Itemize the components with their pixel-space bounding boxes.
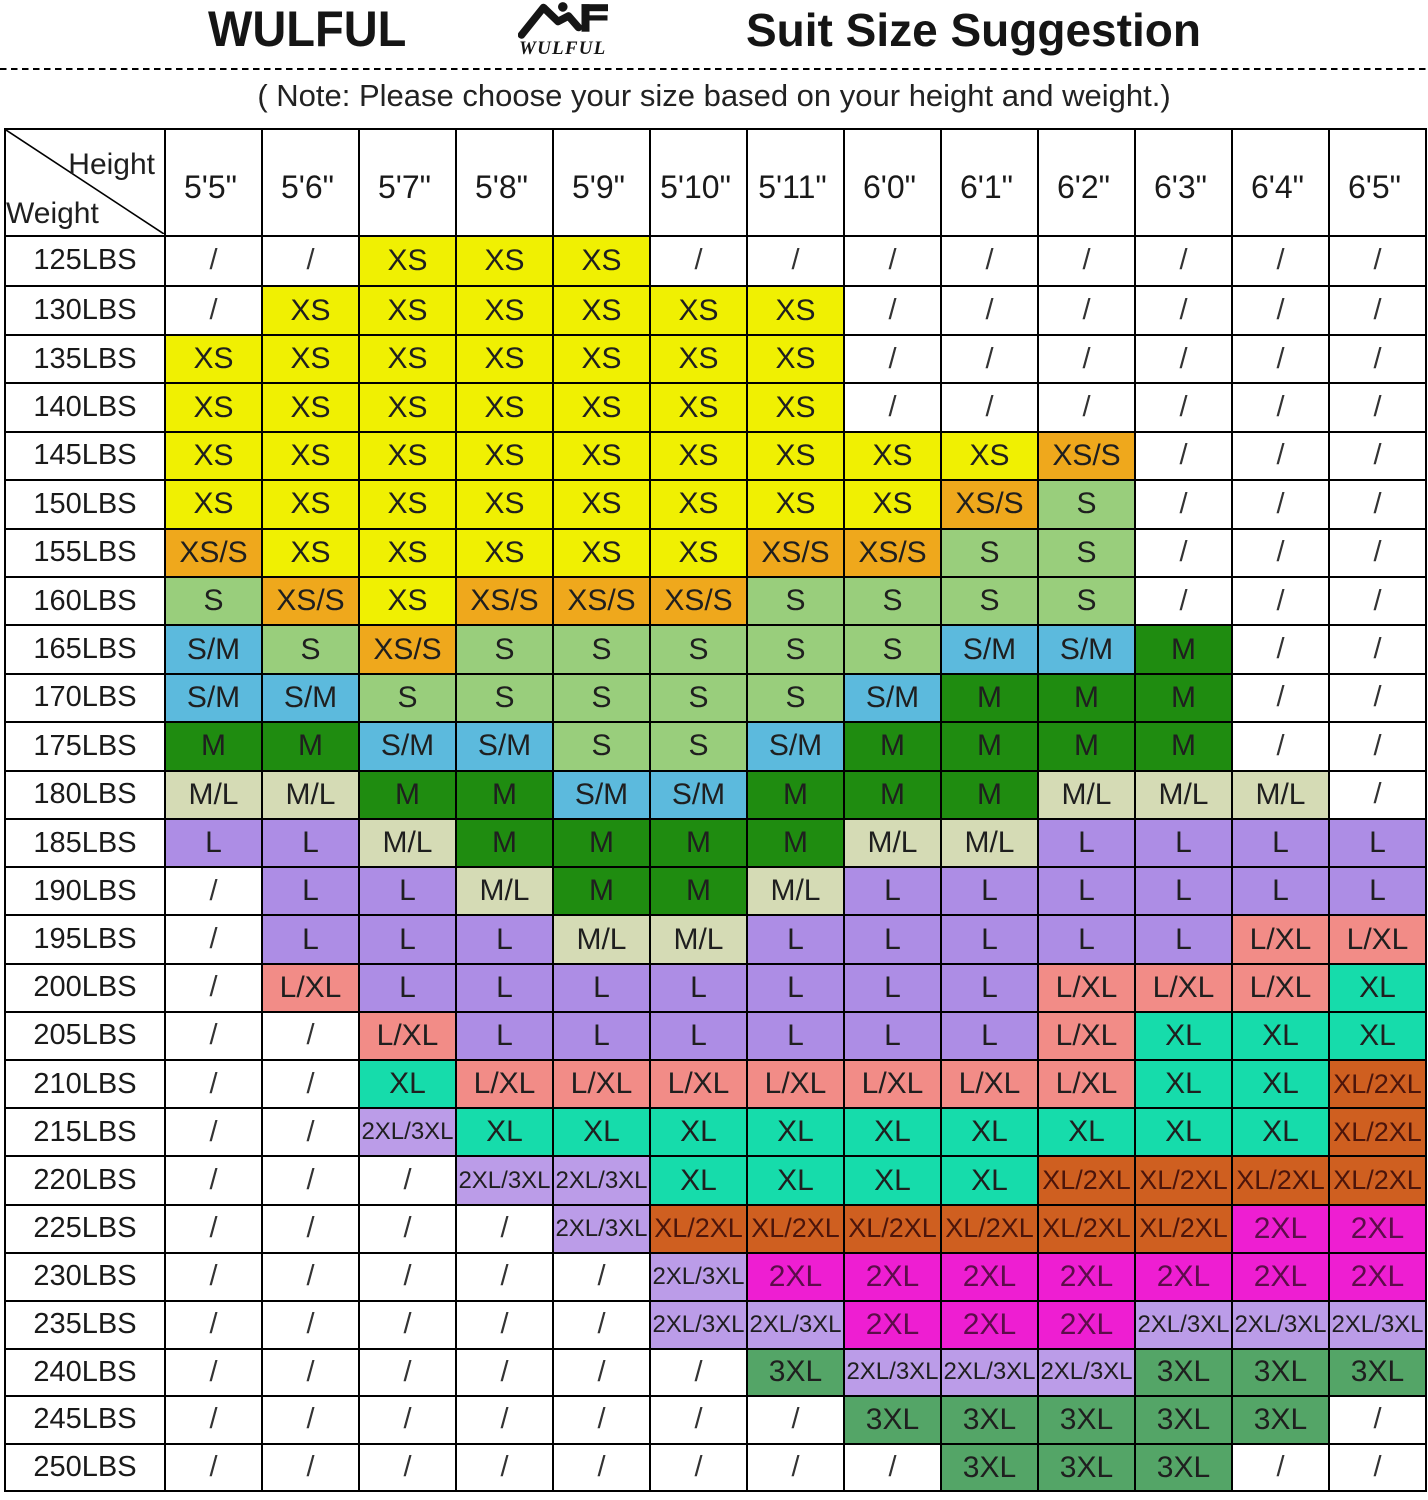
svg-text:WULFUL: WULFUL [519, 38, 606, 59]
